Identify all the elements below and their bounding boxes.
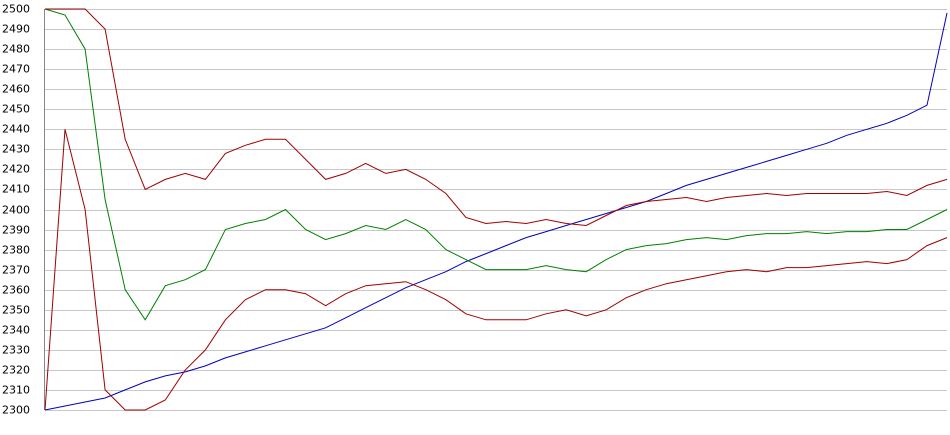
y-tick-label: 2360 [2,284,30,297]
y-tick-label: 2480 [2,43,30,56]
y-tick-label: 2490 [2,23,30,36]
y-tick-label: 2350 [2,304,30,317]
y-tick-label: 2370 [2,264,30,277]
series-line [45,8,948,227]
y-tick-label: 2470 [2,63,30,76]
y-tick-label: 2380 [2,244,30,257]
y-tick-label: 2330 [2,344,30,357]
series-line [44,12,948,411]
y-tick-label: 2500 [2,3,30,16]
y-tick-label: 2400 [2,204,30,217]
y-tick-label: 2450 [2,103,30,116]
y-tick-label: 2420 [2,163,30,176]
y-tick-label: 2460 [2,83,30,96]
series-line [44,8,948,321]
y-tick-label: 2310 [2,384,30,397]
y-tick-label: 2300 [2,404,30,417]
y-tick-label: 2440 [2,123,30,136]
y-tick-label: 2410 [2,183,30,196]
series-line [44,129,948,411]
y-tick-label: 2430 [2,143,30,156]
y-tick-label: 2340 [2,324,30,337]
y-tick-label: 2390 [2,224,30,237]
y-tick-label: 2320 [2,364,30,377]
